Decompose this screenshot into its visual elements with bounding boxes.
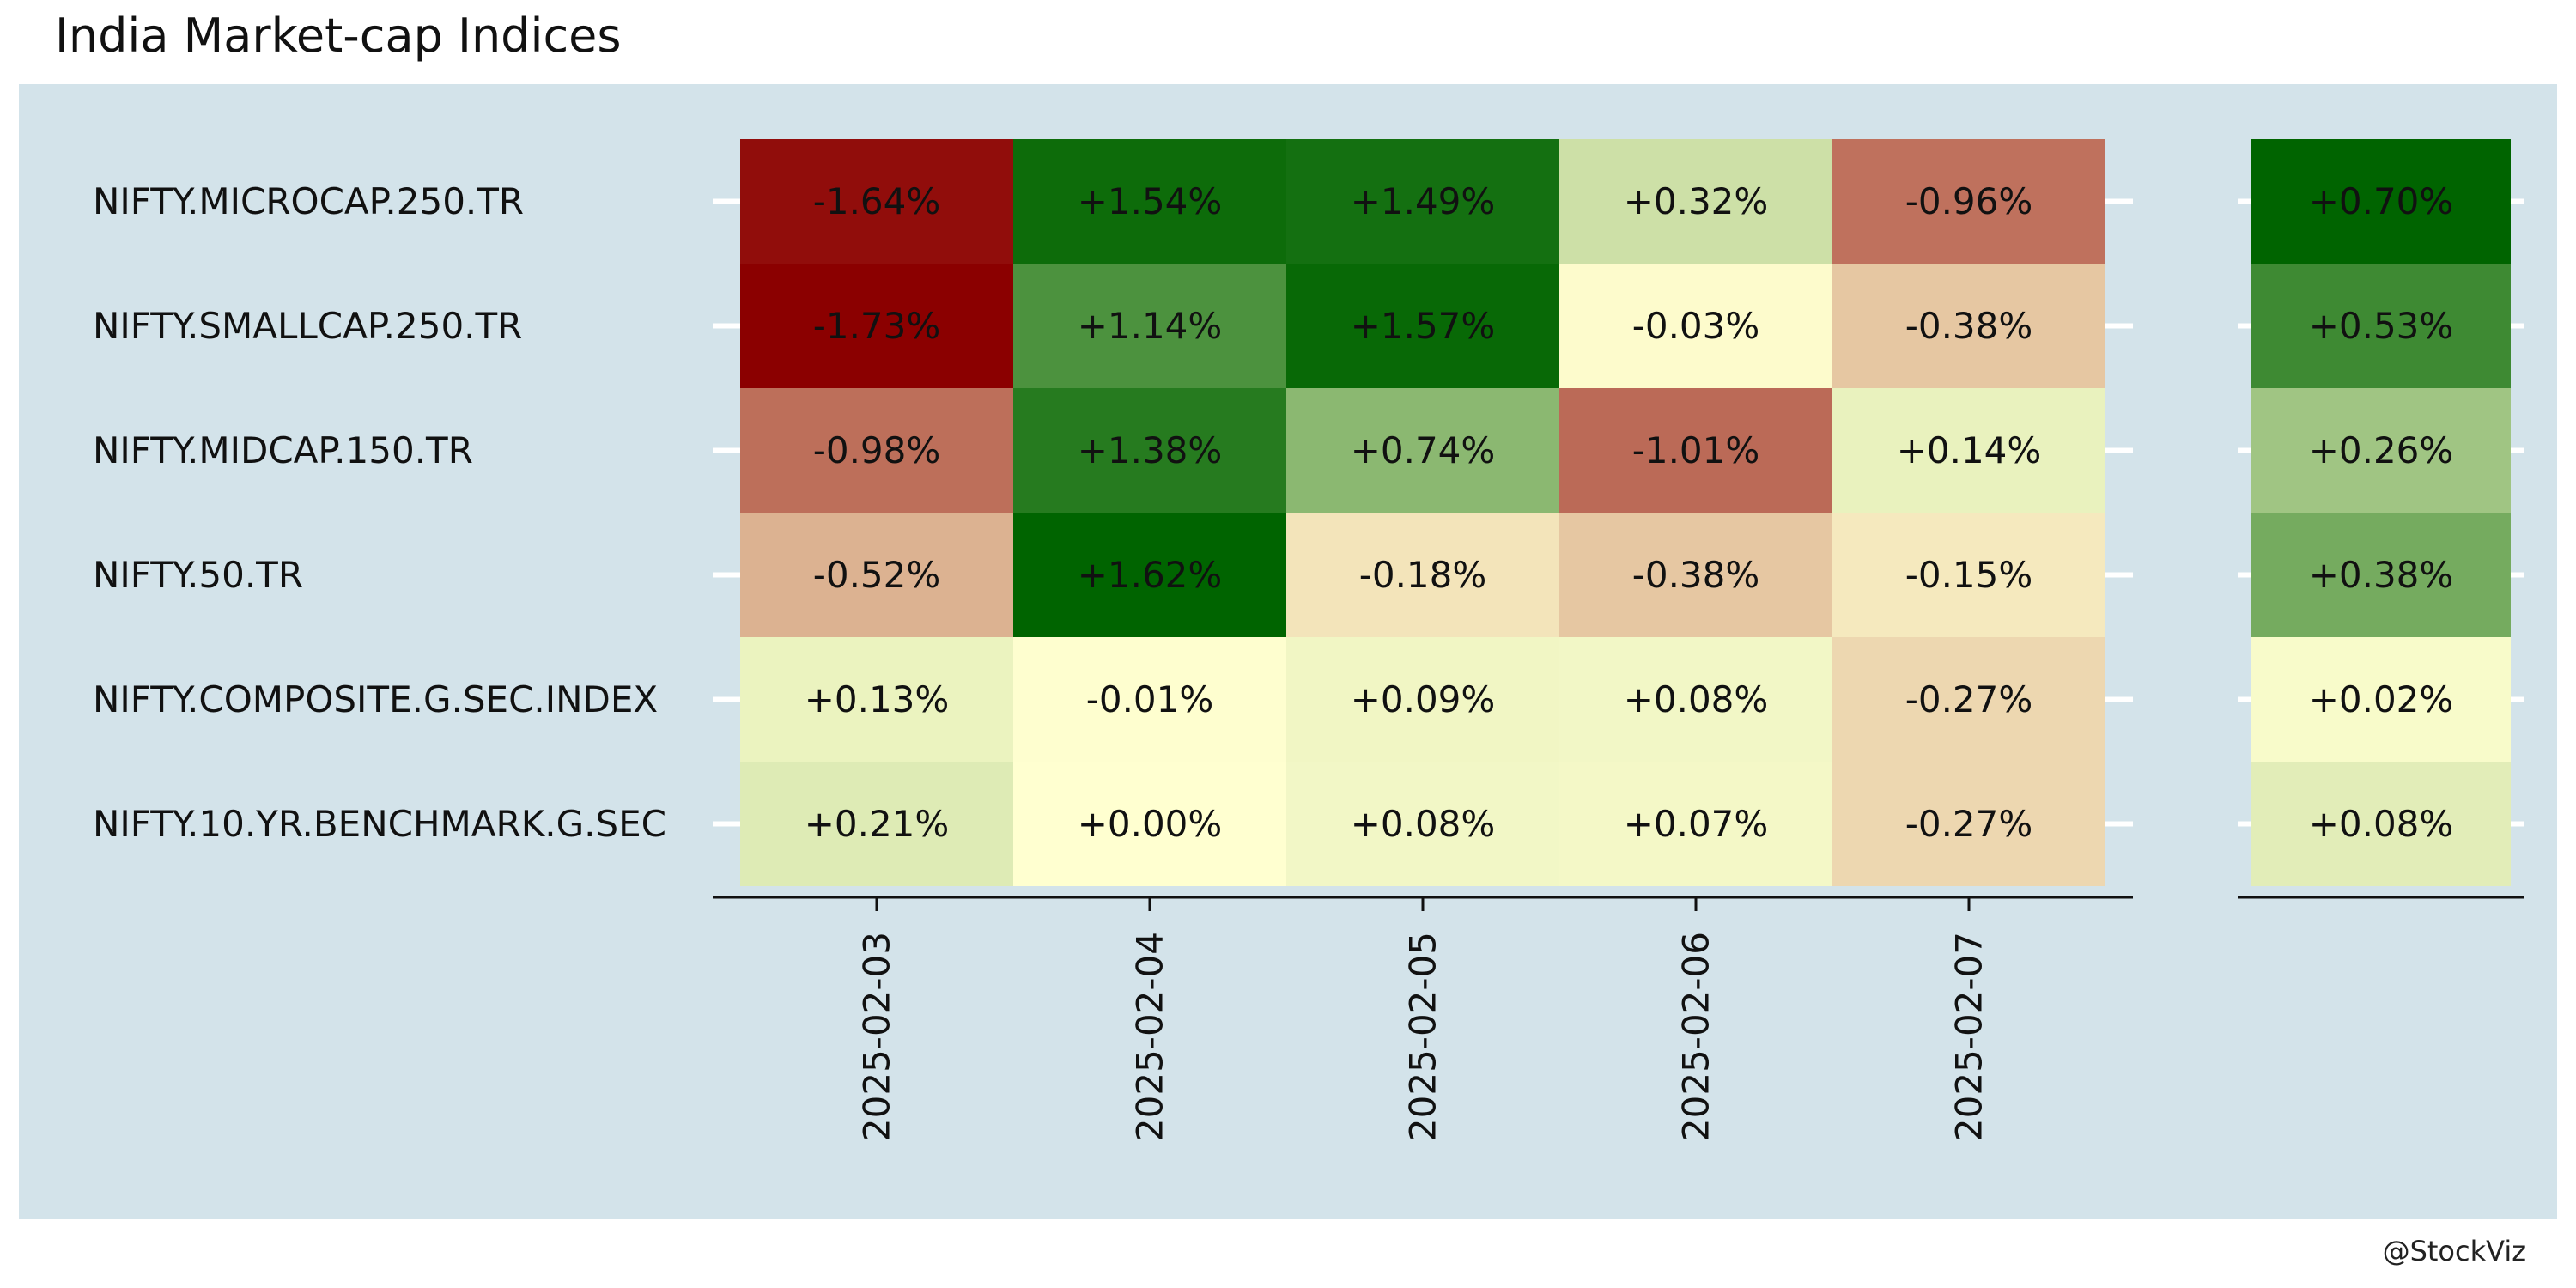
cell-value-label: -0.27% bbox=[1905, 803, 2033, 845]
row-label: NIFTY.MICROCAP.250.TR bbox=[93, 180, 524, 222]
x-tick-label: 2025-02-03 bbox=[856, 932, 898, 1141]
chart-title: India Market-cap Indices bbox=[55, 9, 622, 63]
heatmap-cell bbox=[1286, 637, 1559, 762]
heatmap-cell bbox=[1013, 139, 1286, 264]
heatmap-cell bbox=[740, 513, 1013, 637]
summary-value-label: +0.38% bbox=[2309, 554, 2454, 596]
main-x-axis: 2025-02-03 2025-02-04 2025-02-05 2025-02-06… bbox=[713, 198, 2133, 1141]
heatmap-cell bbox=[1286, 264, 1559, 388]
heatmap-cell bbox=[1013, 513, 1286, 637]
cell-value-label: +1.49% bbox=[1351, 180, 1496, 222]
heatmap-cell bbox=[740, 139, 1013, 264]
summary-cell bbox=[2251, 513, 2511, 637]
row-labels: NIFTY.MICROCAP.250.TR NIFTY.SMALLCAP.250.… bbox=[93, 180, 666, 845]
heatmap-cell bbox=[1286, 762, 1559, 886]
summary-x-axis bbox=[2238, 198, 2524, 899]
summary-cell bbox=[2251, 762, 2511, 886]
cell-value-label: -0.18% bbox=[1359, 554, 1487, 596]
heatmap-cell bbox=[740, 264, 1013, 388]
cell-value-label: -0.96% bbox=[1905, 180, 2033, 222]
heatmap-cell bbox=[1013, 637, 1286, 762]
cell-value-label: -1.01% bbox=[1632, 429, 1760, 471]
summary-value-label: +0.70% bbox=[2309, 180, 2454, 222]
cell-value-label: -0.27% bbox=[1905, 678, 2033, 720]
summary-value-label: +0.26% bbox=[2309, 429, 2454, 471]
heatmap-cell bbox=[1832, 139, 2105, 264]
cell-value-label: +0.08% bbox=[1351, 803, 1496, 845]
cell-value-label: +0.14% bbox=[1897, 429, 2042, 471]
heatmap-cell bbox=[1559, 264, 1832, 388]
row-label: NIFTY.COMPOSITE.G.SEC.INDEX bbox=[93, 678, 658, 720]
heatmap-cell bbox=[1013, 264, 1286, 388]
summary-value-label: +0.02% bbox=[2309, 678, 2454, 720]
cell-value-label: -0.03% bbox=[1632, 305, 1760, 347]
cell-value-label: +0.21% bbox=[805, 803, 950, 845]
heatmap-cell bbox=[1286, 388, 1559, 513]
heatmap-cell bbox=[1559, 637, 1832, 762]
x-tick-label: 2025-02-05 bbox=[1402, 932, 1444, 1141]
cell-value-label: -0.38% bbox=[1632, 554, 1760, 596]
summary-heatmap: +0.70% +0.53% +0.26% +0.38% +0.02% +0.08% bbox=[2251, 139, 2511, 886]
summary-value-label: +0.08% bbox=[2309, 803, 2454, 845]
cell-value-label: +1.57% bbox=[1351, 305, 1496, 347]
heatmap-cell bbox=[1013, 388, 1286, 513]
cell-value-label: +0.09% bbox=[1351, 678, 1496, 720]
cell-value-label: +0.13% bbox=[805, 678, 950, 720]
cell-value-label: -0.38% bbox=[1905, 305, 2033, 347]
heatmap-cell bbox=[1559, 388, 1832, 513]
summary-value-label: +0.53% bbox=[2309, 305, 2454, 347]
heatmap-cell bbox=[1832, 513, 2105, 637]
cell-value-label: +1.38% bbox=[1078, 429, 1223, 471]
cell-value-label: -0.98% bbox=[813, 429, 941, 471]
cell-value-label: -1.64% bbox=[813, 180, 941, 222]
heatmap-cell bbox=[740, 388, 1013, 513]
summary-cell bbox=[2251, 637, 2511, 762]
cell-value-label: +0.32% bbox=[1624, 180, 1769, 222]
heatmap-cell bbox=[1832, 762, 2105, 886]
cell-value-label: +0.07% bbox=[1624, 803, 1769, 845]
summary-cell bbox=[2251, 139, 2511, 264]
cell-value-label: -1.73% bbox=[813, 305, 941, 347]
cell-value-label: -0.52% bbox=[813, 554, 941, 596]
summary-cell bbox=[2251, 264, 2511, 388]
heatmap-cell bbox=[1832, 388, 2105, 513]
cell-value-label: -0.15% bbox=[1905, 554, 2033, 596]
row-label: NIFTY.50.TR bbox=[93, 554, 303, 596]
cell-value-label: -0.01% bbox=[1086, 678, 1214, 720]
summary-cell bbox=[2251, 388, 2511, 513]
cell-value-label: +0.00% bbox=[1078, 803, 1223, 845]
heatmap-cell bbox=[1832, 264, 2105, 388]
cell-value-label: +1.54% bbox=[1078, 180, 1223, 222]
row-label: NIFTY.SMALLCAP.250.TR bbox=[93, 305, 522, 347]
heatmap-cell bbox=[1559, 139, 1832, 264]
heatmap-cell bbox=[1832, 637, 2105, 762]
heatmap-cell bbox=[740, 762, 1013, 886]
heatmap-cell bbox=[1559, 513, 1832, 637]
heatmap-cell bbox=[1286, 513, 1559, 637]
main-heatmap: -1.64% +1.54% +1.49% +0.32% -0.96% -1.73% +1.1… bbox=[740, 139, 2105, 886]
row-label: NIFTY.10.YR.BENCHMARK.G.SEC bbox=[93, 803, 666, 845]
heatmap-cell bbox=[1559, 762, 1832, 886]
credit-text: @StockViz bbox=[2382, 1235, 2526, 1267]
cell-value-label: +1.62% bbox=[1078, 554, 1223, 596]
heatmap-cell bbox=[1013, 762, 1286, 886]
cell-value-label: +0.74% bbox=[1351, 429, 1496, 471]
cell-value-label: +1.14% bbox=[1078, 305, 1223, 347]
cell-value-label: +0.08% bbox=[1624, 678, 1769, 720]
x-tick-label: 2025-02-07 bbox=[1948, 932, 1990, 1141]
x-tick-label: 2025-02-04 bbox=[1129, 932, 1171, 1141]
x-tick-label: 2025-02-06 bbox=[1675, 932, 1717, 1141]
row-label: NIFTY.MIDCAP.150.TR bbox=[93, 429, 473, 471]
heatmap-cell bbox=[1286, 139, 1559, 264]
heatmap-cell bbox=[740, 637, 1013, 762]
